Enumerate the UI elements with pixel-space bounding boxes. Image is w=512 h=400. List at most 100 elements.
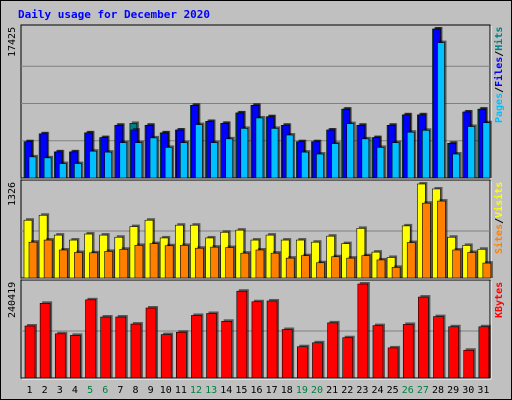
sites-bar: [195, 247, 204, 279]
kbytes-bar: [160, 334, 172, 379]
pages-bar: [437, 42, 445, 179]
pages-bar: [119, 142, 128, 179]
sites-bar: [361, 255, 371, 279]
day-label: 30: [462, 385, 474, 396]
day-label: 26: [402, 385, 414, 396]
kbytes-bar: [236, 290, 248, 379]
day-label: 14: [220, 385, 232, 396]
sites-bar: [346, 257, 356, 279]
sites-bar: [240, 252, 250, 279]
kbytes-bar: [100, 316, 111, 379]
day-label: 12: [190, 385, 202, 396]
pages-bar: [104, 151, 112, 179]
kbytes-bar: [115, 316, 127, 379]
kbytes-bar: [478, 326, 490, 379]
day-label: 15: [235, 385, 247, 396]
kbytes-bar: [418, 296, 429, 379]
kbytes-bar: [70, 335, 81, 379]
pages-bar: [255, 117, 264, 179]
sites-bar: [149, 243, 159, 279]
kbytes-bar: [433, 316, 444, 379]
day-label: 21: [326, 385, 338, 396]
sites-bar: [179, 245, 189, 279]
pages-bar: [316, 153, 324, 179]
day-label: 17: [266, 385, 278, 396]
pages-bar: [134, 142, 143, 179]
sites-bar: [119, 248, 129, 279]
kbytes-bar: [175, 331, 187, 379]
day-label: 13: [205, 385, 217, 396]
day-label: 8: [132, 385, 138, 396]
day-label: 1: [27, 385, 33, 396]
day-label: 3: [57, 385, 63, 396]
pages-bar: [240, 128, 249, 179]
kbytes-bar: [327, 322, 338, 379]
pages-bar: [43, 157, 52, 179]
kbytes-bar: [387, 347, 399, 379]
kbytes-bar: [342, 337, 354, 379]
day-label: 31: [477, 385, 489, 396]
pages-bar: [89, 150, 97, 179]
kbytes-bar: [251, 301, 263, 379]
sites-bar: [43, 239, 53, 279]
kbytes-bar: [312, 342, 323, 379]
day-label: 23: [356, 385, 368, 396]
pages-bar: [28, 156, 37, 179]
pages-bar: [331, 143, 339, 179]
sites-bar: [467, 252, 477, 279]
sites-bar: [406, 242, 416, 279]
visits-bar: [356, 228, 366, 279]
kbytes-bar: [297, 346, 308, 379]
day-label: 6: [102, 385, 108, 396]
pages-bar: [406, 131, 415, 179]
sites-bar: [134, 245, 144, 279]
pages-bar: [58, 163, 67, 179]
sites-bar: [391, 267, 401, 279]
kbytes-bar: [85, 299, 96, 379]
day-label: 20: [311, 385, 323, 396]
pages-bar: [467, 126, 476, 179]
sites-bar: [316, 262, 325, 279]
pages-bar: [376, 147, 385, 179]
kbytes-bar: [39, 303, 51, 379]
kbytes-bar: [402, 324, 414, 379]
pages-bar: [225, 138, 233, 179]
sites-bar: [225, 247, 234, 279]
sites-bar: [104, 251, 113, 279]
day-label: 7: [117, 385, 123, 396]
kbytes-bar: [145, 307, 157, 379]
pages-bar: [179, 142, 188, 179]
kbytes-bar: [266, 300, 278, 379]
day-label: 28: [432, 385, 444, 396]
pages-bar: [270, 128, 279, 179]
sites-bar: [437, 200, 446, 279]
pages-bar: [422, 130, 430, 179]
kbytes-bar: [24, 325, 36, 379]
kbytes-bar: [357, 283, 369, 379]
sites-bar: [89, 252, 98, 279]
kbytes-bar: [206, 313, 217, 379]
kbytes-bar: [281, 329, 293, 379]
sites-bar: [301, 255, 310, 279]
pages-bar: [149, 137, 158, 179]
sites-bar: [452, 249, 461, 279]
kbytes-bar: [448, 326, 459, 379]
pages-bar: [482, 122, 491, 179]
pages-bar: [285, 134, 294, 179]
pages-bar: [391, 142, 400, 179]
sites-bar: [422, 202, 431, 279]
pages-bar: [301, 151, 309, 179]
kbytes-bar: [372, 325, 384, 379]
sites-bar: [28, 241, 38, 279]
sites-bar: [482, 262, 492, 279]
chart-title: Daily usage for December 2020: [18, 8, 211, 21]
pages-bar: [361, 138, 370, 179]
day-label: 29: [447, 385, 459, 396]
day-label: 5: [87, 385, 93, 396]
day-label: 25: [387, 385, 399, 396]
day-label: 10: [160, 385, 172, 396]
sites-bar: [164, 245, 174, 279]
day-label: 24: [372, 385, 384, 396]
sites-bar: [74, 252, 83, 279]
